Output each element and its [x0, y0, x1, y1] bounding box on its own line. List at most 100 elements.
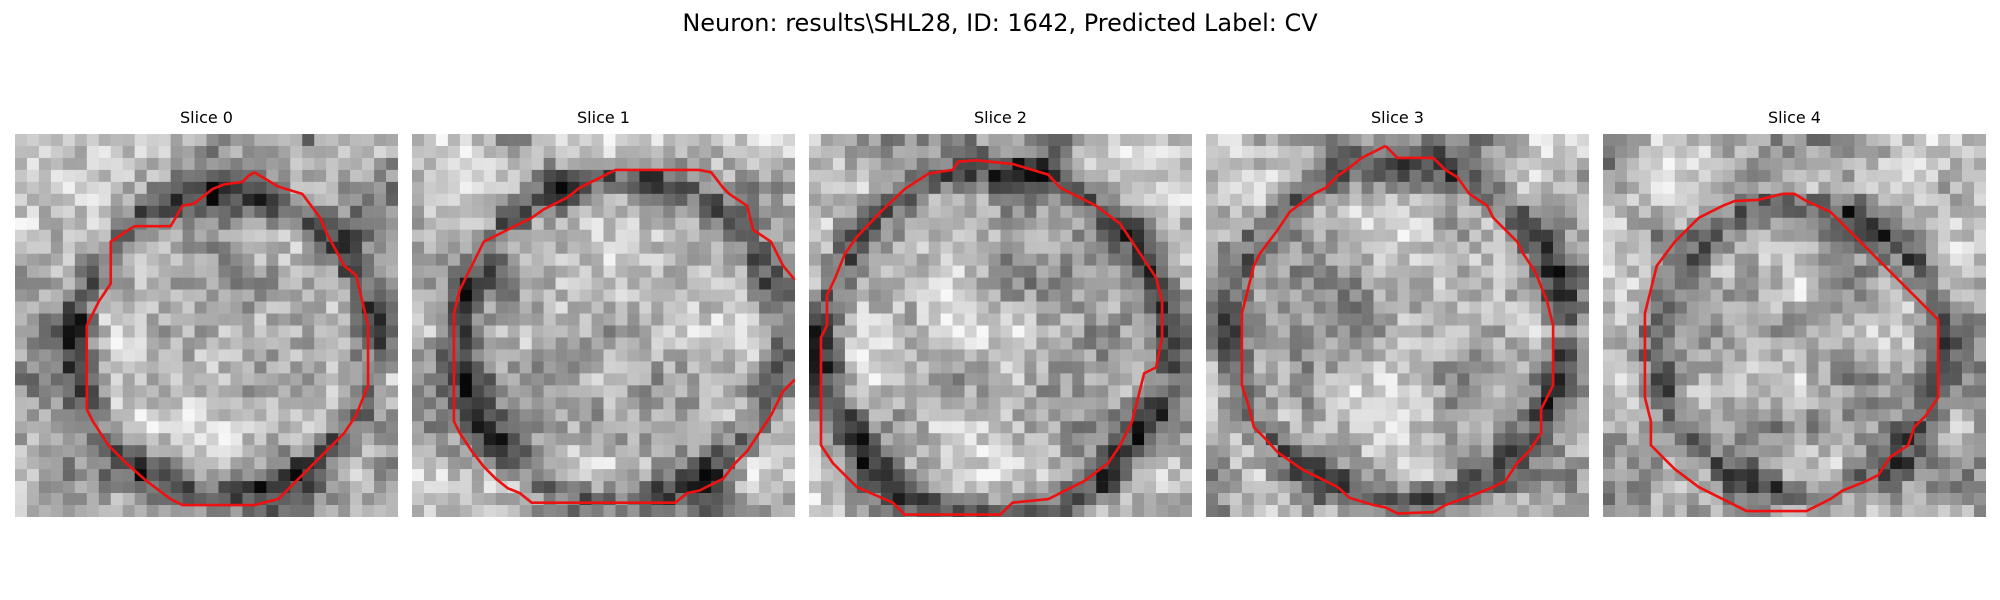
- image-pixel: [1229, 433, 1243, 446]
- image-pixel: [591, 505, 604, 517]
- image-pixel: [110, 301, 123, 314]
- image-pixel: [1421, 457, 1434, 470]
- image-pixel: [1902, 134, 1915, 147]
- image-pixel: [783, 217, 795, 230]
- image-pixel: [1265, 301, 1279, 314]
- image-pixel: [1229, 217, 1243, 230]
- image-pixel: [1541, 505, 1554, 517]
- image-pixel: [988, 253, 1001, 266]
- image-pixel: [1217, 493, 1231, 506]
- image-pixel: [1156, 385, 1169, 398]
- image-pixel: [1505, 409, 1518, 422]
- image-pixel: [483, 349, 497, 362]
- image-pixel: [639, 361, 652, 374]
- image-pixel: [1084, 313, 1097, 326]
- image-pixel: [591, 481, 604, 494]
- image-pixel: [194, 349, 207, 362]
- image-pixel: [1650, 193, 1664, 207]
- image-pixel: [1385, 433, 1398, 446]
- image-pixel: [1529, 229, 1542, 242]
- image-pixel: [110, 457, 123, 470]
- image-pixel: [483, 409, 497, 422]
- image-pixel: [1060, 433, 1073, 446]
- image-pixel: [1084, 277, 1097, 290]
- image-pixel: [1938, 445, 1951, 458]
- image-pixel: [783, 493, 795, 506]
- image-pixel: [1722, 301, 1735, 314]
- image-pixel: [1325, 493, 1338, 506]
- image-pixel: [1794, 313, 1807, 326]
- image-pixel: [302, 373, 315, 386]
- image-pixel: [988, 301, 1001, 314]
- image-pixel: [1361, 193, 1374, 207]
- image-pixel: [278, 493, 291, 506]
- image-pixel: [98, 145, 111, 159]
- image-pixel: [15, 277, 28, 290]
- image-pixel: [1144, 421, 1157, 434]
- image-pixel: [603, 193, 616, 207]
- image-pixel: [928, 385, 941, 398]
- image-pixel: [1012, 433, 1025, 446]
- image-pixel: [1517, 457, 1530, 470]
- image-pixel: [62, 134, 76, 147]
- image-pixel: [471, 169, 485, 183]
- image-pixel: [1565, 217, 1578, 230]
- image-pixel: [1168, 337, 1181, 350]
- image-pixel: [374, 457, 387, 470]
- image-pixel: [374, 361, 387, 374]
- image-pixel: [627, 433, 640, 446]
- image-pixel: [880, 277, 894, 290]
- image-pixel: [1830, 193, 1843, 207]
- image-pixel: [1373, 493, 1386, 506]
- image-pixel: [783, 277, 795, 290]
- image-pixel: [868, 277, 882, 290]
- image-pixel: [723, 469, 736, 482]
- image-pixel: [988, 409, 1001, 422]
- image-pixel: [1421, 229, 1434, 242]
- image-pixel: [1024, 241, 1037, 254]
- image-pixel: [1433, 361, 1446, 374]
- image-pixel: [699, 397, 712, 410]
- image-pixel: [1024, 205, 1037, 219]
- image-pixel: [278, 421, 291, 434]
- image-pixel: [579, 169, 592, 183]
- image-pixel: [820, 505, 834, 517]
- image-pixel: [964, 373, 977, 386]
- image-pixel: [1445, 481, 1458, 494]
- image-pixel: [603, 145, 616, 159]
- image-pixel: [699, 253, 712, 266]
- image-pixel: [1481, 409, 1494, 422]
- image-pixel: [699, 134, 712, 147]
- image-pixel: [1349, 253, 1362, 266]
- image-pixel: [591, 277, 604, 290]
- image-pixel: [1614, 181, 1628, 195]
- image-pixel: [1180, 361, 1192, 374]
- image-pixel: [868, 241, 882, 254]
- image-pixel: [844, 349, 858, 362]
- image-pixel: [1926, 277, 1939, 290]
- image-pixel: [904, 421, 917, 434]
- image-pixel: [314, 505, 327, 517]
- image-pixel: [206, 253, 219, 266]
- image-pixel: [1180, 481, 1192, 494]
- image-pixel: [1301, 217, 1314, 230]
- image-pixel: [1229, 145, 1243, 159]
- image-pixel: [1770, 349, 1783, 362]
- image-pixel: [1577, 157, 1589, 171]
- image-pixel: [711, 469, 724, 482]
- image-pixel: [1241, 349, 1255, 362]
- image-pixel: [868, 445, 882, 458]
- image-pixel: [1758, 145, 1771, 159]
- image-pixel: [1541, 361, 1554, 374]
- image-pixel: [495, 253, 508, 266]
- image-pixel: [1517, 337, 1530, 350]
- image-pixel: [338, 289, 351, 302]
- image-pixel: [976, 289, 989, 302]
- image-pixel: [254, 229, 267, 242]
- image-pixel: [820, 217, 834, 230]
- image-pixel: [1241, 253, 1255, 266]
- image-pixel: [1409, 457, 1422, 470]
- image-pixel: [1866, 397, 1879, 410]
- image-pixel: [1397, 145, 1410, 159]
- image-pixel: [1686, 349, 1699, 362]
